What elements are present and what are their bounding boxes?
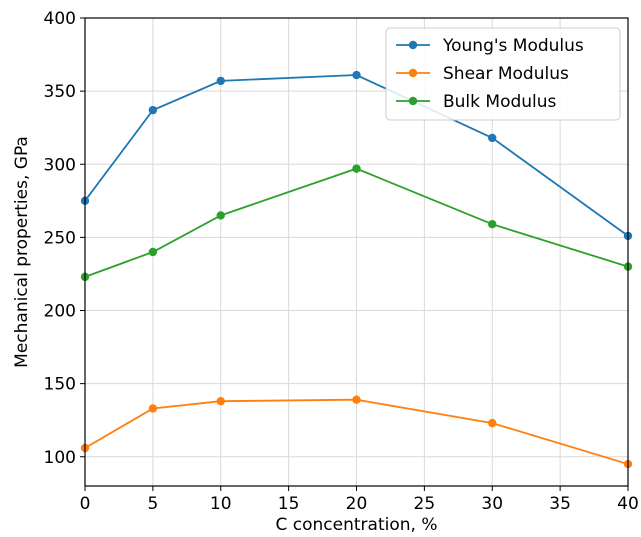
x-tick-label: 40 xyxy=(617,494,639,514)
y-tick-label: 350 xyxy=(44,82,76,102)
legend-box xyxy=(385,27,621,121)
data-point xyxy=(352,164,361,173)
x-tick-label: 25 xyxy=(414,494,436,514)
x-tick-label: 5 xyxy=(147,494,158,514)
data-point xyxy=(216,76,225,86)
data-point xyxy=(216,396,225,406)
y-axis-title: Mechanical properties, GPa xyxy=(12,136,32,368)
legend-label: Young's Modulus xyxy=(442,36,584,56)
y-tick-label: 400 xyxy=(44,9,76,29)
x-tick-label: 30 xyxy=(481,494,503,514)
x-tick-label: 20 xyxy=(346,494,368,514)
legend-label: Bulk Modulus xyxy=(443,92,557,112)
x-tick-label: 0 xyxy=(80,494,91,514)
y-tick-label: 250 xyxy=(44,228,76,248)
legend: Young's Modulus Shear Modulus Bulk Modulus xyxy=(385,27,621,121)
data-point xyxy=(148,105,158,115)
y-tick-label: 300 xyxy=(44,155,76,175)
series-1 xyxy=(80,395,633,469)
legend-marker xyxy=(408,40,418,50)
legend-item: Young's Modulus xyxy=(396,36,584,56)
legend-marker xyxy=(408,96,418,106)
series-0 xyxy=(80,70,633,241)
legend-label: Shear Modulus xyxy=(443,64,569,84)
series-line xyxy=(84,398,629,465)
series-layer xyxy=(80,70,633,469)
y-tick-label: 200 xyxy=(44,302,76,322)
ticks: 0 5 10 15 20 25 30 35 40 100 150 200 250 300 350 400 xyxy=(44,9,639,514)
data-point xyxy=(216,211,225,220)
x-tick-label: 35 xyxy=(549,494,571,514)
data-point xyxy=(488,133,497,143)
x-axis-title: C concentration, % xyxy=(276,515,438,535)
legend-item: Bulk Modulus xyxy=(396,92,557,112)
y-tick-label: 150 xyxy=(44,375,76,395)
data-point xyxy=(488,220,497,229)
x-tick-label: 15 xyxy=(278,494,300,514)
legend-item: Shear Modulus xyxy=(396,64,569,84)
x-tick-label: 10 xyxy=(210,494,232,514)
data-point xyxy=(148,247,158,257)
series-line xyxy=(84,167,629,278)
legend-marker xyxy=(408,68,418,78)
series-line xyxy=(84,74,629,237)
data-point xyxy=(148,404,158,413)
data-point xyxy=(352,70,361,80)
data-point xyxy=(352,395,361,404)
data-point xyxy=(488,418,497,428)
y-tick-label: 100 xyxy=(44,448,76,468)
